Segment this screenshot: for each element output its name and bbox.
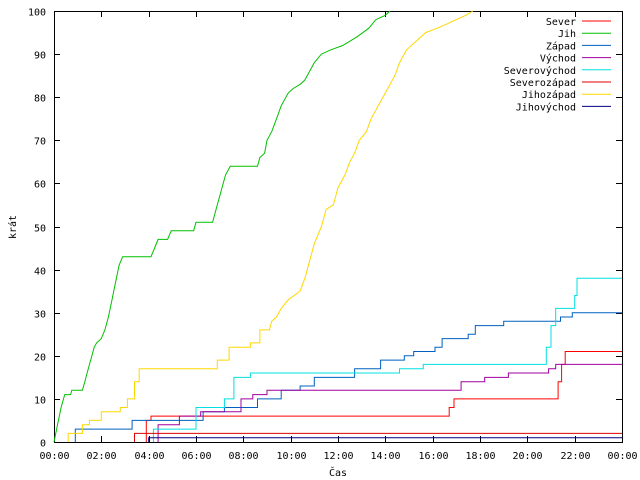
legend-label: Sever [546, 17, 576, 28]
y-tick-label: 30 [34, 310, 46, 321]
series-line-8 [148, 437, 622, 442]
series-line-6 [134, 432, 622, 442]
y-tick-label: 10 [34, 396, 46, 407]
x-tick-label: 22:00 [560, 451, 590, 462]
axis-ticks: 0 10 20 30 40 50 60 70 80 90 100 00:00 02:00 04:00 06:… [28, 8, 638, 463]
x-tick-label: 06:00 [181, 451, 211, 462]
x-tick-label: 14:00 [370, 451, 400, 462]
series-line-5 [152, 277, 622, 442]
y-tick-label: 60 [34, 180, 46, 191]
series-layer [53, 10, 622, 443]
x-axis-label: Čas [329, 466, 347, 479]
x-tick-label: 12:00 [323, 451, 353, 462]
y-tick-label: 0 [40, 439, 46, 450]
x-tick-label: 08:00 [228, 451, 258, 462]
y-tick-label: 40 [34, 267, 46, 278]
series-line-3 [74, 312, 622, 442]
x-tick-label: 00:00 [607, 451, 637, 462]
legend-label: Západ [546, 40, 576, 52]
legend-label: Severovýchod [504, 65, 576, 77]
y-tick-label: 70 [34, 137, 46, 148]
legend-label: Jihozápad [522, 89, 576, 101]
y-axis-label: krát [7, 215, 19, 239]
y-tick-label: 20 [34, 353, 46, 364]
x-tick-label: 20:00 [512, 451, 542, 462]
x-tick-label: 16:00 [418, 451, 448, 462]
legend-label: Jih [558, 29, 576, 40]
series-line-4 [157, 363, 622, 442]
x-tick-label: 18:00 [465, 451, 495, 462]
legend-label: Jihovýchod [516, 101, 576, 113]
series-line-2 [53, 10, 391, 443]
legend: SeverJihZápadVýchodSeverovýchodSeverozáp… [504, 17, 611, 113]
x-tick-label: 04:00 [134, 451, 164, 462]
legend-label: Východ [540, 53, 576, 65]
y-tick-label: 90 [34, 51, 46, 62]
x-tick-label: 02:00 [86, 451, 116, 462]
y-tick-label: 80 [34, 94, 46, 105]
y-tick-label: 100 [28, 8, 46, 19]
x-tick-label: 10:00 [276, 451, 306, 462]
legend-label: Severozápad [510, 77, 576, 89]
series-line-7 [67, 10, 474, 442]
y-tick-label: 50 [34, 224, 46, 235]
x-tick-label: 00:00 [39, 451, 69, 462]
